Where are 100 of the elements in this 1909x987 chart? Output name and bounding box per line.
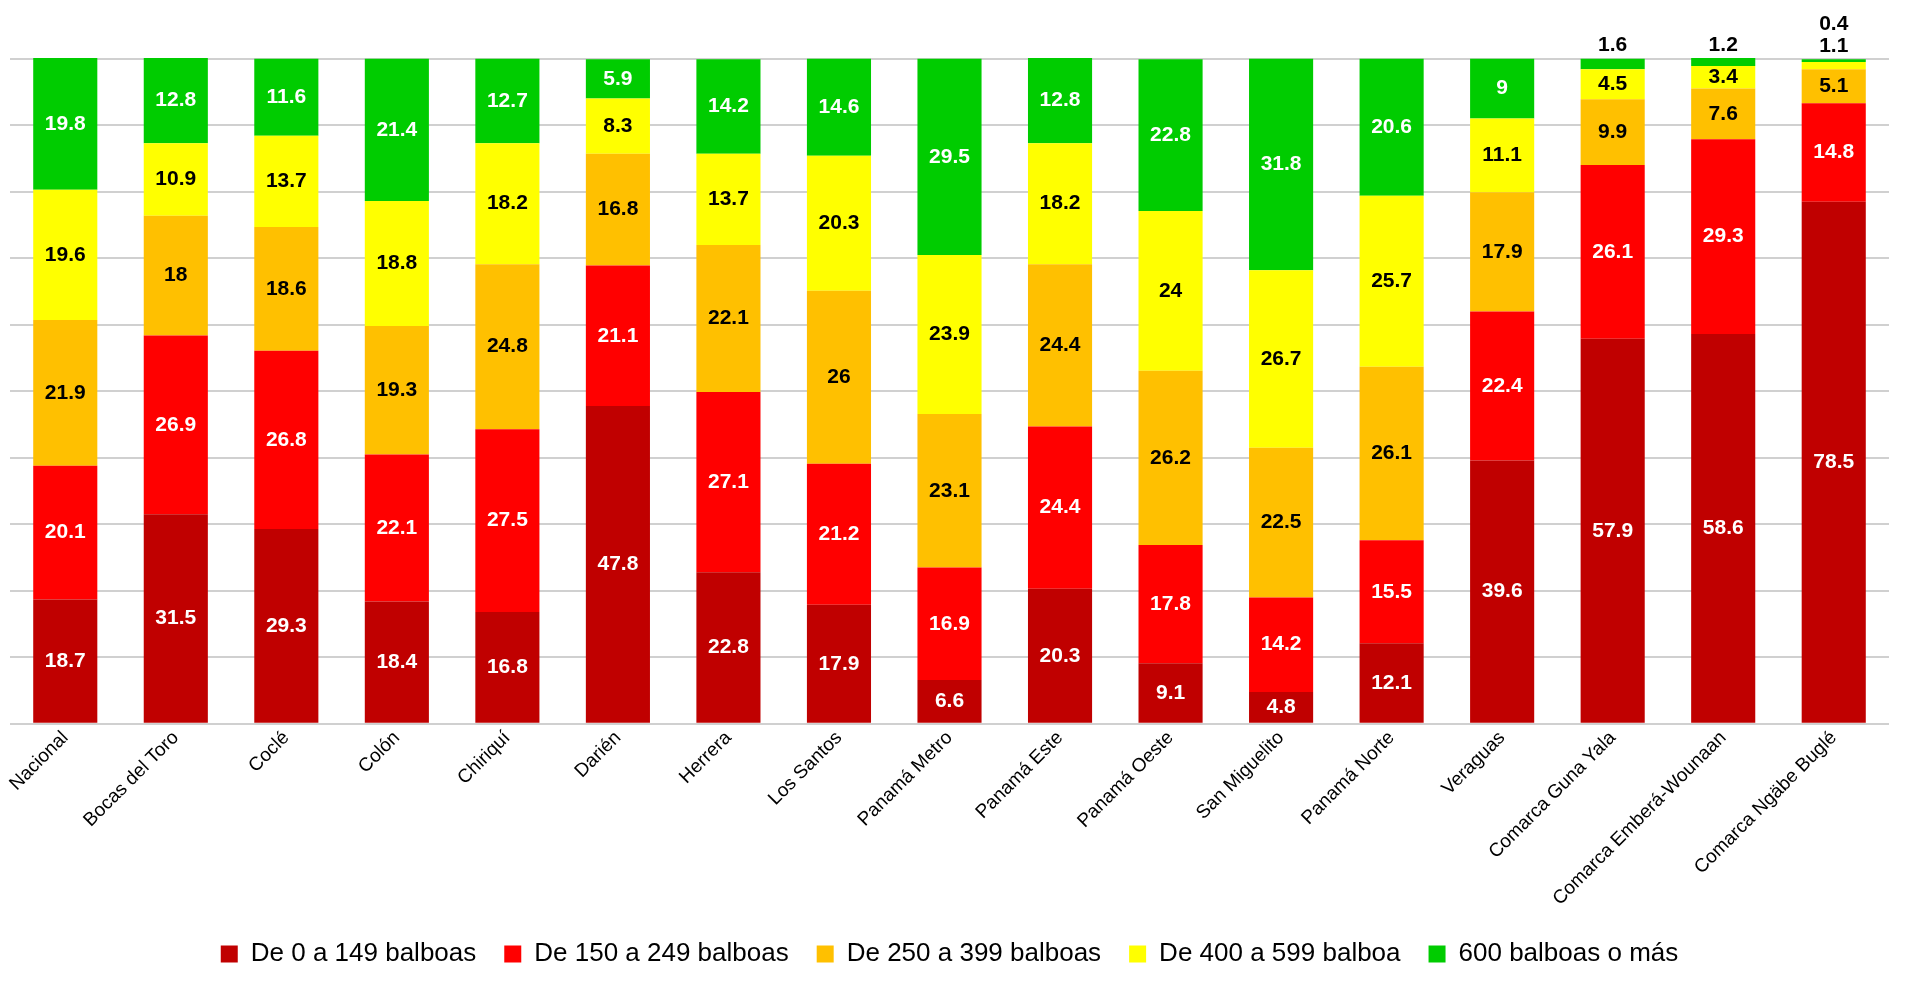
data-label: 22.4 [1481, 372, 1523, 396]
data-label: 27.1 [708, 468, 750, 492]
data-label: 26.7 [1260, 345, 1302, 369]
bar [1470, 192, 1535, 312]
data-label: 4.5 [1598, 71, 1628, 95]
data-label: 23.1 [929, 477, 971, 501]
data-label: 9 [1496, 75, 1508, 99]
bar [1580, 99, 1645, 166]
bar [1691, 334, 1756, 723]
data-label: 18 [164, 262, 188, 286]
data-label: 19.8 [44, 110, 87, 134]
data-label: 11.1 [1482, 142, 1523, 166]
data-label: 14.8 [1813, 139, 1855, 163]
bar [1249, 58, 1314, 271]
data-label: 26 [827, 364, 851, 388]
data-label: 14.2 [1260, 631, 1302, 655]
bar [1801, 201, 1866, 723]
bar [917, 254, 982, 414]
data-label: 3.4 [1708, 64, 1739, 88]
bar [917, 58, 982, 255]
bar [1249, 270, 1314, 448]
bar [143, 215, 208, 336]
data-label: 21.1 [597, 322, 639, 346]
bar [1027, 588, 1093, 723]
bar [364, 454, 429, 602]
bar [475, 612, 540, 723]
bar [585, 153, 650, 266]
bar [143, 58, 208, 144]
bar [585, 405, 650, 723]
data-label: 29.3 [265, 612, 307, 636]
bar [806, 155, 872, 291]
bar [33, 189, 98, 321]
bar [143, 335, 208, 515]
bar [364, 58, 429, 202]
data-label: 22.8 [708, 634, 750, 658]
bar [1801, 59, 1866, 62]
data-label: 0.4 [1819, 11, 1849, 35]
data-label: 15.5 [1371, 578, 1413, 602]
data-label: 18.7 [44, 647, 86, 671]
bar [1138, 663, 1203, 723]
bar [475, 58, 540, 144]
data-label: 12.8 [1039, 87, 1081, 111]
bar [1801, 61, 1866, 70]
bar [585, 265, 650, 406]
data-label: 18.2 [486, 190, 528, 214]
bar [364, 601, 429, 723]
data-label: 31.5 [155, 605, 197, 629]
bar [33, 320, 98, 466]
legend-label: 600 balboas o más [1458, 937, 1679, 968]
data-label: 14.6 [818, 94, 860, 118]
bar [254, 350, 319, 529]
data-label: 31.8 [1260, 151, 1302, 175]
bar [917, 679, 982, 723]
bar [1691, 88, 1756, 140]
data-label: 1.2 [1708, 31, 1738, 55]
data-label: 8.3 [603, 112, 633, 136]
bar [1691, 139, 1756, 335]
data-label: 20.1 [44, 519, 87, 543]
legend-label: De 0 a 149 balboas [250, 937, 477, 968]
data-label: 9.1 [1155, 679, 1186, 703]
bar [1359, 643, 1424, 723]
data-label: 6.6 [934, 688, 965, 712]
bar [1470, 118, 1535, 193]
data-label: 25.7 [1371, 267, 1413, 291]
bar [806, 463, 872, 605]
data-label: 21.4 [376, 116, 418, 140]
bar [806, 58, 872, 156]
bar [1249, 447, 1314, 598]
data-label: 14.2 [708, 93, 749, 117]
data-label: 21.9 [44, 379, 86, 403]
bar [917, 567, 982, 680]
data-label: 5.9 [603, 65, 633, 89]
data-label: 18.8 [376, 250, 418, 274]
bar [475, 264, 540, 430]
bar [1470, 460, 1535, 723]
data-label: 22.1 [376, 514, 418, 538]
bar [33, 599, 98, 723]
bar [1138, 544, 1203, 664]
bar [696, 572, 761, 723]
legend-label: De 400 a 599 balboa [1159, 937, 1402, 968]
bar [33, 465, 98, 600]
data-label: 26.9 [155, 411, 197, 435]
data-label: 7.6 [1708, 100, 1738, 124]
data-label: 16.8 [486, 654, 529, 678]
bar [696, 244, 761, 392]
data-label: 26.1 [1371, 440, 1413, 464]
bar [143, 514, 208, 723]
data-label: 20.6 [1371, 113, 1413, 137]
bar [1359, 58, 1424, 196]
data-label: 24.4 [1039, 332, 1081, 356]
bar [364, 201, 429, 327]
bar [1801, 103, 1866, 202]
bar [1027, 58, 1093, 144]
data-label: 18.2 [1039, 190, 1081, 214]
data-label: 18.4 [376, 648, 418, 672]
data-label: 9.9 [1598, 118, 1628, 142]
bar [1470, 311, 1535, 461]
bar [696, 59, 761, 154]
data-label: 1.6 [1598, 32, 1628, 56]
bar [1359, 195, 1424, 367]
